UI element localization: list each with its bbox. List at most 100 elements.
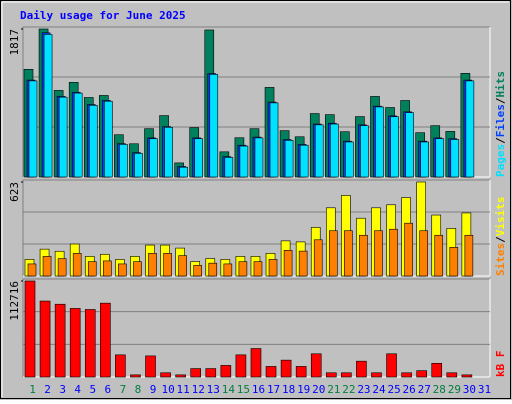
x-tick-label: 26 [403,383,416,396]
x-tick-label: 24 [372,383,386,396]
bar [450,139,460,178]
x-tick-label: 25 [387,383,400,396]
bar [269,102,279,178]
bar [73,92,83,178]
bar [133,261,142,277]
bar [314,124,324,178]
bar [420,141,429,178]
bar [175,374,186,378]
bar [163,253,172,277]
x-tick-label: 20 [312,383,325,396]
bar [190,368,202,378]
bar [390,116,399,178]
bar [54,303,66,378]
bar [329,123,339,178]
legend: Pages/Files/Hits [494,71,507,177]
bar [419,230,428,277]
bar [374,230,383,277]
bar [119,144,128,178]
bar [223,263,233,277]
legend-separator: / [494,236,507,243]
bar [84,309,96,378]
x-tick-label: 16 [252,383,265,396]
x-tick-label: 13 [207,383,220,396]
x-tick-label: 27 [418,383,431,396]
bar [461,374,473,378]
bar [371,372,382,378]
bar [345,141,354,178]
x-tick-label: 10 [161,383,174,396]
y-tick-label: 1817 [8,29,21,56]
bar [88,105,98,178]
bar [87,261,97,277]
x-tick-label: 3 [59,383,66,396]
bar [104,100,113,178]
bar [205,368,217,378]
bar [115,354,126,378]
x-tick-label: 28 [433,383,446,396]
bar [134,153,143,178]
bar [58,96,68,178]
legend-entry: Sites [494,243,507,276]
x-tick-label: 29 [448,383,461,396]
x-tick-label: 30 [463,383,476,396]
bar [28,80,38,178]
x-tick-label: 22 [342,383,355,396]
bar [72,253,82,277]
x-tick-label: 23 [357,383,370,396]
bar [360,125,369,178]
bar [416,370,427,378]
x-tick-label: 12 [192,383,205,396]
bar [465,80,475,178]
bar [145,355,156,378]
x-tick-label: 15 [237,383,250,396]
bar [341,372,352,378]
bar [130,374,141,378]
bar [401,372,412,378]
bar [386,353,397,378]
bar [149,138,158,178]
bar [208,262,218,277]
bar [298,250,308,277]
x-tick-label: 6 [105,383,112,396]
bar [193,265,203,277]
legend: Sites/Visits [494,197,507,277]
bar [284,140,294,178]
x-tick-label: 17 [267,383,280,396]
bar [27,263,37,277]
x-tick-label: 8 [135,383,142,396]
bar [209,74,219,178]
bar [235,354,247,378]
bar [179,166,188,178]
bar [178,255,187,277]
bar [103,260,112,277]
x-tick-label: 5 [89,383,96,396]
bar [265,366,277,378]
x-tick-label: 4 [74,383,81,396]
bar [160,372,171,378]
legend-entry: kB F [494,351,507,378]
bar [164,127,173,178]
bar [446,372,458,378]
bar [148,253,157,277]
bar [359,234,368,277]
x-tick-label: 11 [177,383,190,396]
chart-title: Daily usage for June 2025 [20,9,186,22]
x-tick-label: 1 [29,383,36,396]
bar [344,230,353,277]
x-tick-label: 31 [478,383,491,396]
bar [268,259,278,277]
bar [449,247,459,277]
bar [100,302,111,378]
y-tick-label: 112716 [8,281,21,321]
bar [356,360,367,378]
legend: kB F [494,351,507,378]
bar [310,353,322,378]
bar [194,138,204,178]
bar [24,280,36,378]
x-tick-label: 21 [327,383,340,396]
bar [283,250,293,277]
legend-entry: Hits [494,71,507,98]
